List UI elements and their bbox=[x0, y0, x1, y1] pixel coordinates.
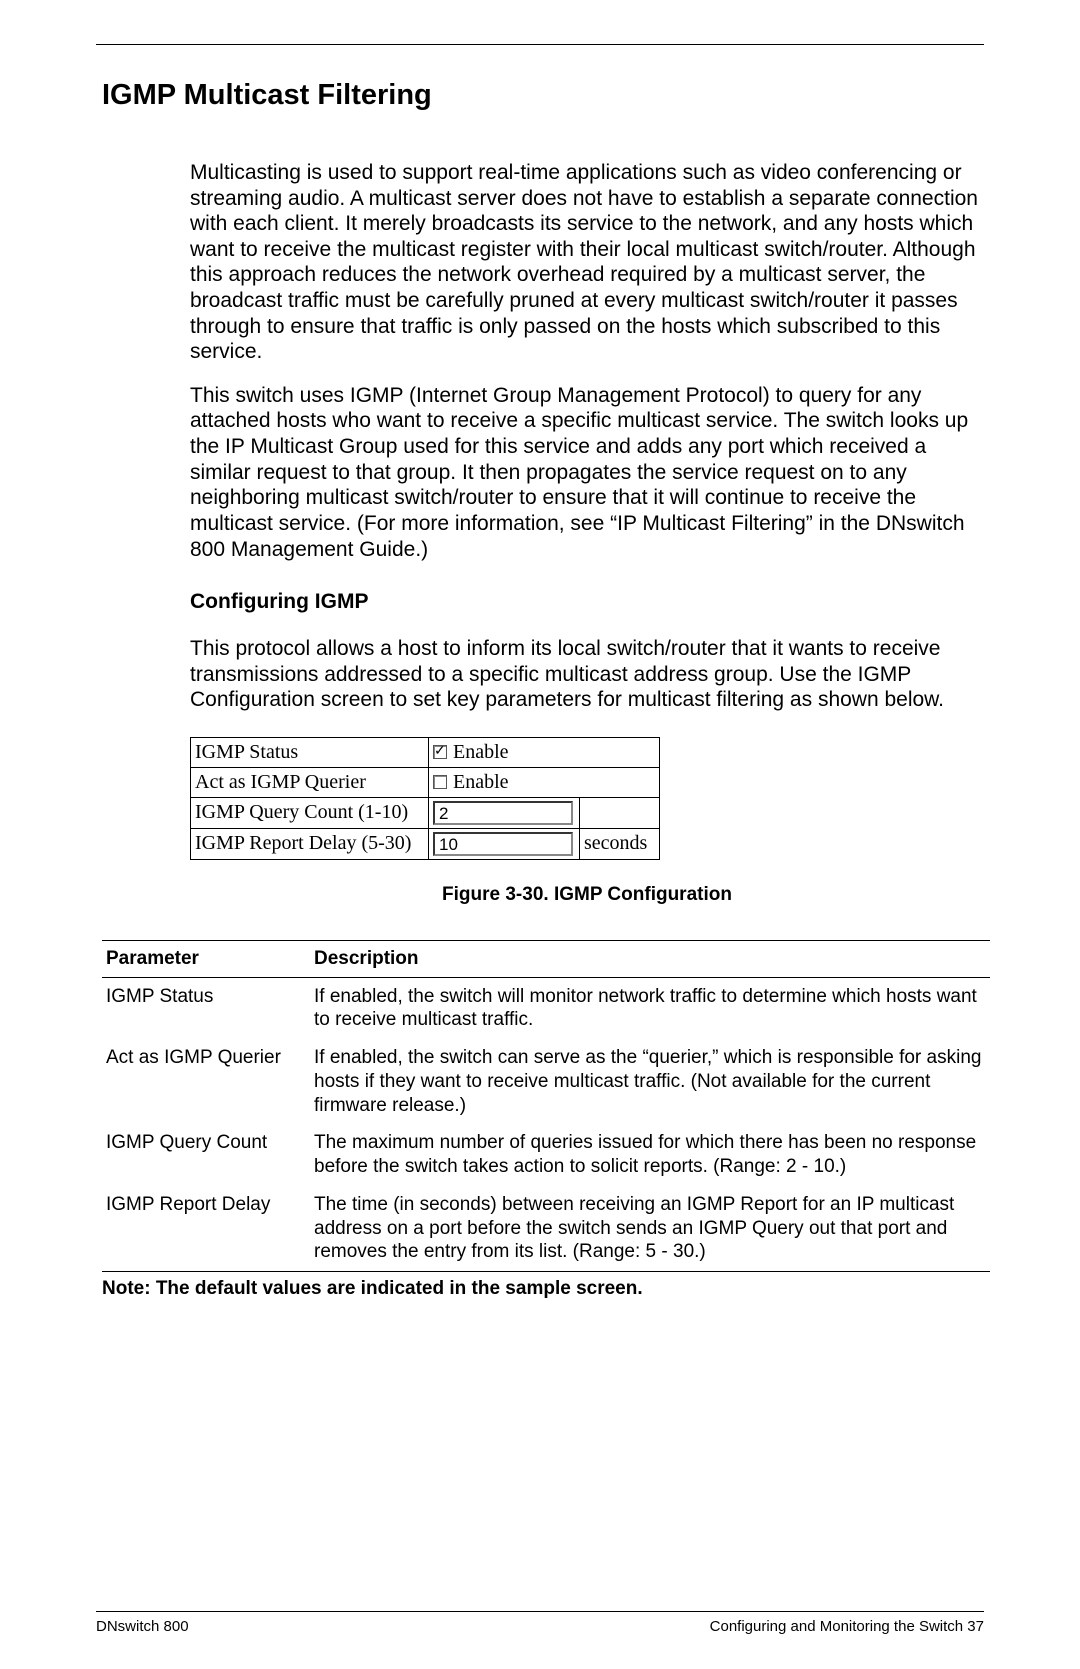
intro-paragraph-2: This switch uses IGMP (Internet Group Ma… bbox=[190, 383, 984, 562]
parameter-description-table: Parameter Description IGMP Status If ena… bbox=[102, 940, 990, 1272]
igmp-status-checkbox[interactable] bbox=[433, 745, 447, 759]
page-footer: DNswitch 800 Configuring and Monitoring … bbox=[96, 1611, 984, 1635]
document-page: IGMP Multicast Filtering Multicasting is… bbox=[0, 0, 1080, 1669]
parameter-table-note: Note: The default values are indicated i… bbox=[102, 1278, 984, 1300]
page-title: IGMP Multicast Filtering bbox=[102, 79, 984, 112]
footer-left: DNswitch 800 bbox=[96, 1618, 189, 1635]
igmp-querier-cell: Enable bbox=[429, 767, 660, 797]
igmp-querier-label: Act as IGMP Querier bbox=[191, 767, 429, 797]
igmp-config-form-table: IGMP Status Enable Act as IGMP Querier E… bbox=[190, 737, 660, 860]
param-desc: If enabled, the switch will monitor netw… bbox=[310, 977, 990, 1039]
param-desc: If enabled, the switch can serve as the … bbox=[310, 1039, 990, 1124]
igmp-report-delay-unit: seconds bbox=[580, 828, 660, 859]
param-name: IGMP Status bbox=[102, 977, 310, 1039]
footer-right: Configuring and Monitoring the Switch 37 bbox=[710, 1618, 984, 1635]
igmp-query-count-unit bbox=[580, 797, 660, 828]
param-name: Act as IGMP Querier bbox=[102, 1039, 310, 1124]
igmp-report-delay-input[interactable]: 10 bbox=[433, 832, 573, 856]
igmp-report-delay-label: IGMP Report Delay (5-30) bbox=[191, 828, 429, 859]
param-row-act-as-querier: Act as IGMP Querier If enabled, the swit… bbox=[102, 1039, 990, 1124]
section-heading-configuring-igmp: Configuring IGMP bbox=[190, 590, 984, 614]
igmp-querier-checkbox-label: Enable bbox=[453, 771, 509, 793]
igmp-query-count-cell: 2 bbox=[429, 797, 580, 828]
param-row-report-delay: IGMP Report Delay The time (in seconds) … bbox=[102, 1186, 990, 1272]
param-name: IGMP Query Count bbox=[102, 1124, 310, 1186]
param-table-header-row: Parameter Description bbox=[102, 940, 990, 977]
igmp-querier-row: Act as IGMP Querier Enable bbox=[191, 767, 660, 797]
igmp-report-delay-row: IGMP Report Delay (5-30) 10 seconds bbox=[191, 828, 660, 859]
igmp-status-label: IGMP Status bbox=[191, 737, 429, 767]
igmp-query-count-input[interactable]: 2 bbox=[433, 801, 573, 825]
igmp-query-count-label: IGMP Query Count (1-10) bbox=[191, 797, 429, 828]
igmp-status-checkbox-label: Enable bbox=[453, 741, 509, 763]
param-desc: The maximum number of queries issued for… bbox=[310, 1124, 990, 1186]
param-desc: The time (in seconds) between receiving … bbox=[310, 1186, 990, 1272]
param-name: IGMP Report Delay bbox=[102, 1186, 310, 1272]
body-content: Multicasting is used to support real-tim… bbox=[190, 160, 984, 906]
igmp-status-cell: Enable bbox=[429, 737, 660, 767]
intro-paragraph-1: Multicasting is used to support real-tim… bbox=[190, 160, 984, 365]
param-row-query-count: IGMP Query Count The maximum number of q… bbox=[102, 1124, 990, 1186]
figure-caption: Figure 3-30. IGMP Configuration bbox=[190, 884, 984, 906]
igmp-status-row: IGMP Status Enable bbox=[191, 737, 660, 767]
param-row-igmp-status: IGMP Status If enabled, the switch will … bbox=[102, 977, 990, 1039]
top-horizontal-rule bbox=[96, 44, 984, 45]
param-table-header-description: Description bbox=[310, 940, 990, 977]
igmp-querier-checkbox[interactable] bbox=[433, 775, 447, 789]
igmp-report-delay-cell: 10 bbox=[429, 828, 580, 859]
configuring-igmp-paragraph: This protocol allows a host to inform it… bbox=[190, 636, 984, 713]
param-table-header-parameter: Parameter bbox=[102, 940, 310, 977]
igmp-query-count-row: IGMP Query Count (1-10) 2 bbox=[191, 797, 660, 828]
